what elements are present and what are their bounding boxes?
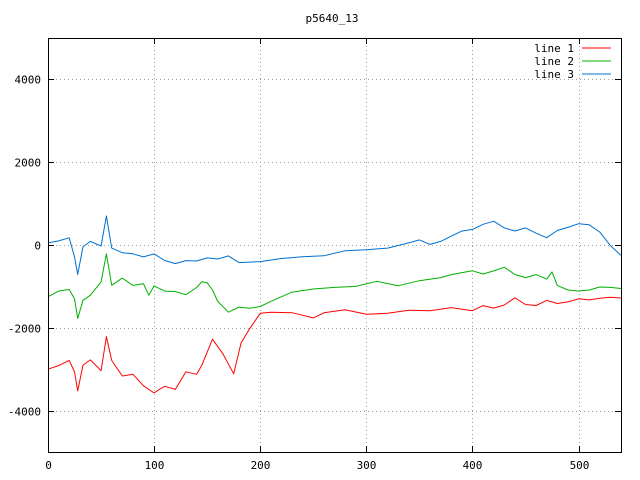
- x-tick-label: 200: [251, 459, 271, 472]
- x-tick-label: 300: [357, 459, 377, 472]
- series-line-3: [47, 215, 622, 275]
- y-tick-label: 0: [34, 240, 41, 253]
- legend-label-3: line 3: [534, 68, 574, 81]
- series-line-2: [47, 253, 622, 319]
- x-tick-label: 500: [570, 459, 590, 472]
- series-group: [47, 215, 622, 394]
- y-tick-label: 4000: [15, 74, 42, 87]
- grid: [48, 38, 621, 452]
- y-tick-label: -2000: [8, 323, 41, 336]
- y-tick-label: -4000: [8, 406, 41, 419]
- chart-title: p5640_13: [306, 12, 359, 25]
- x-tick-label: 100: [145, 459, 165, 472]
- x-tick-label: 400: [463, 459, 483, 472]
- legend-label-2: line 2: [534, 55, 574, 68]
- y-tick-label: 2000: [15, 157, 42, 170]
- series-line-1: [47, 296, 622, 394]
- legend-label-1: line 1: [534, 42, 574, 55]
- axis-ticks: 0 100 200 300 400 500 -4000 -2000 0 2000 4000: [8, 38, 621, 472]
- x-tick-label: 0: [45, 459, 52, 472]
